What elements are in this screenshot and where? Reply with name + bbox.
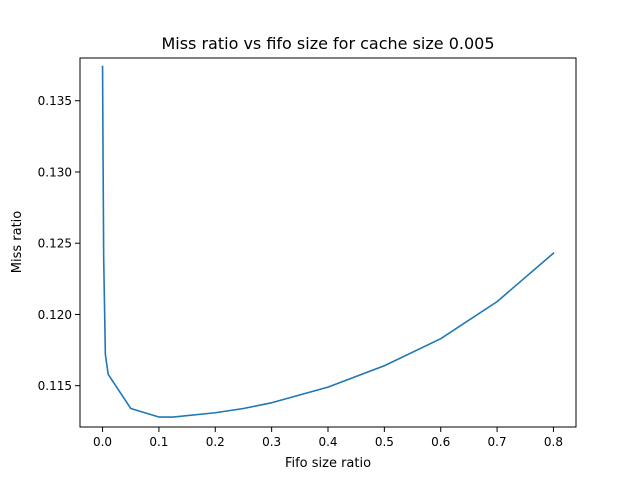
x-tick-label: 0.0 <box>93 435 112 449</box>
x-tick-label: 0.2 <box>206 435 225 449</box>
x-axis-label: Fifo size ratio <box>285 456 371 471</box>
y-axis-ticks: 0.115 0.120 0.125 0.130 0.135 <box>38 94 80 393</box>
y-tick-label: 0.120 <box>38 308 72 322</box>
series-layer <box>101 65 555 418</box>
y-tick-label: 0.130 <box>38 165 72 179</box>
x-axis-ticks: 0.0 0.1 0.2 0.3 0.4 0.5 0.6 0.7 0.8 <box>93 427 563 449</box>
x-tick-label: 0.6 <box>431 435 450 449</box>
x-tick-label: 0.4 <box>318 435 337 449</box>
x-tick-label: 0.1 <box>149 435 168 449</box>
chart-title: Miss ratio vs fifo size for cache size 0… <box>161 34 494 53</box>
y-axis-label: Miss ratio <box>10 211 25 274</box>
x-tick-label: 0.8 <box>544 435 563 449</box>
x-tick-label: 0.7 <box>488 435 507 449</box>
plot-area-frame <box>79 57 577 428</box>
series-line-0 <box>101 65 555 418</box>
x-tick-label: 0.5 <box>375 435 394 449</box>
y-tick-label: 0.135 <box>38 94 72 108</box>
x-tick-label: 0.3 <box>262 435 281 449</box>
y-tick-label: 0.125 <box>38 237 72 251</box>
y-tick-label: 0.115 <box>38 379 72 393</box>
